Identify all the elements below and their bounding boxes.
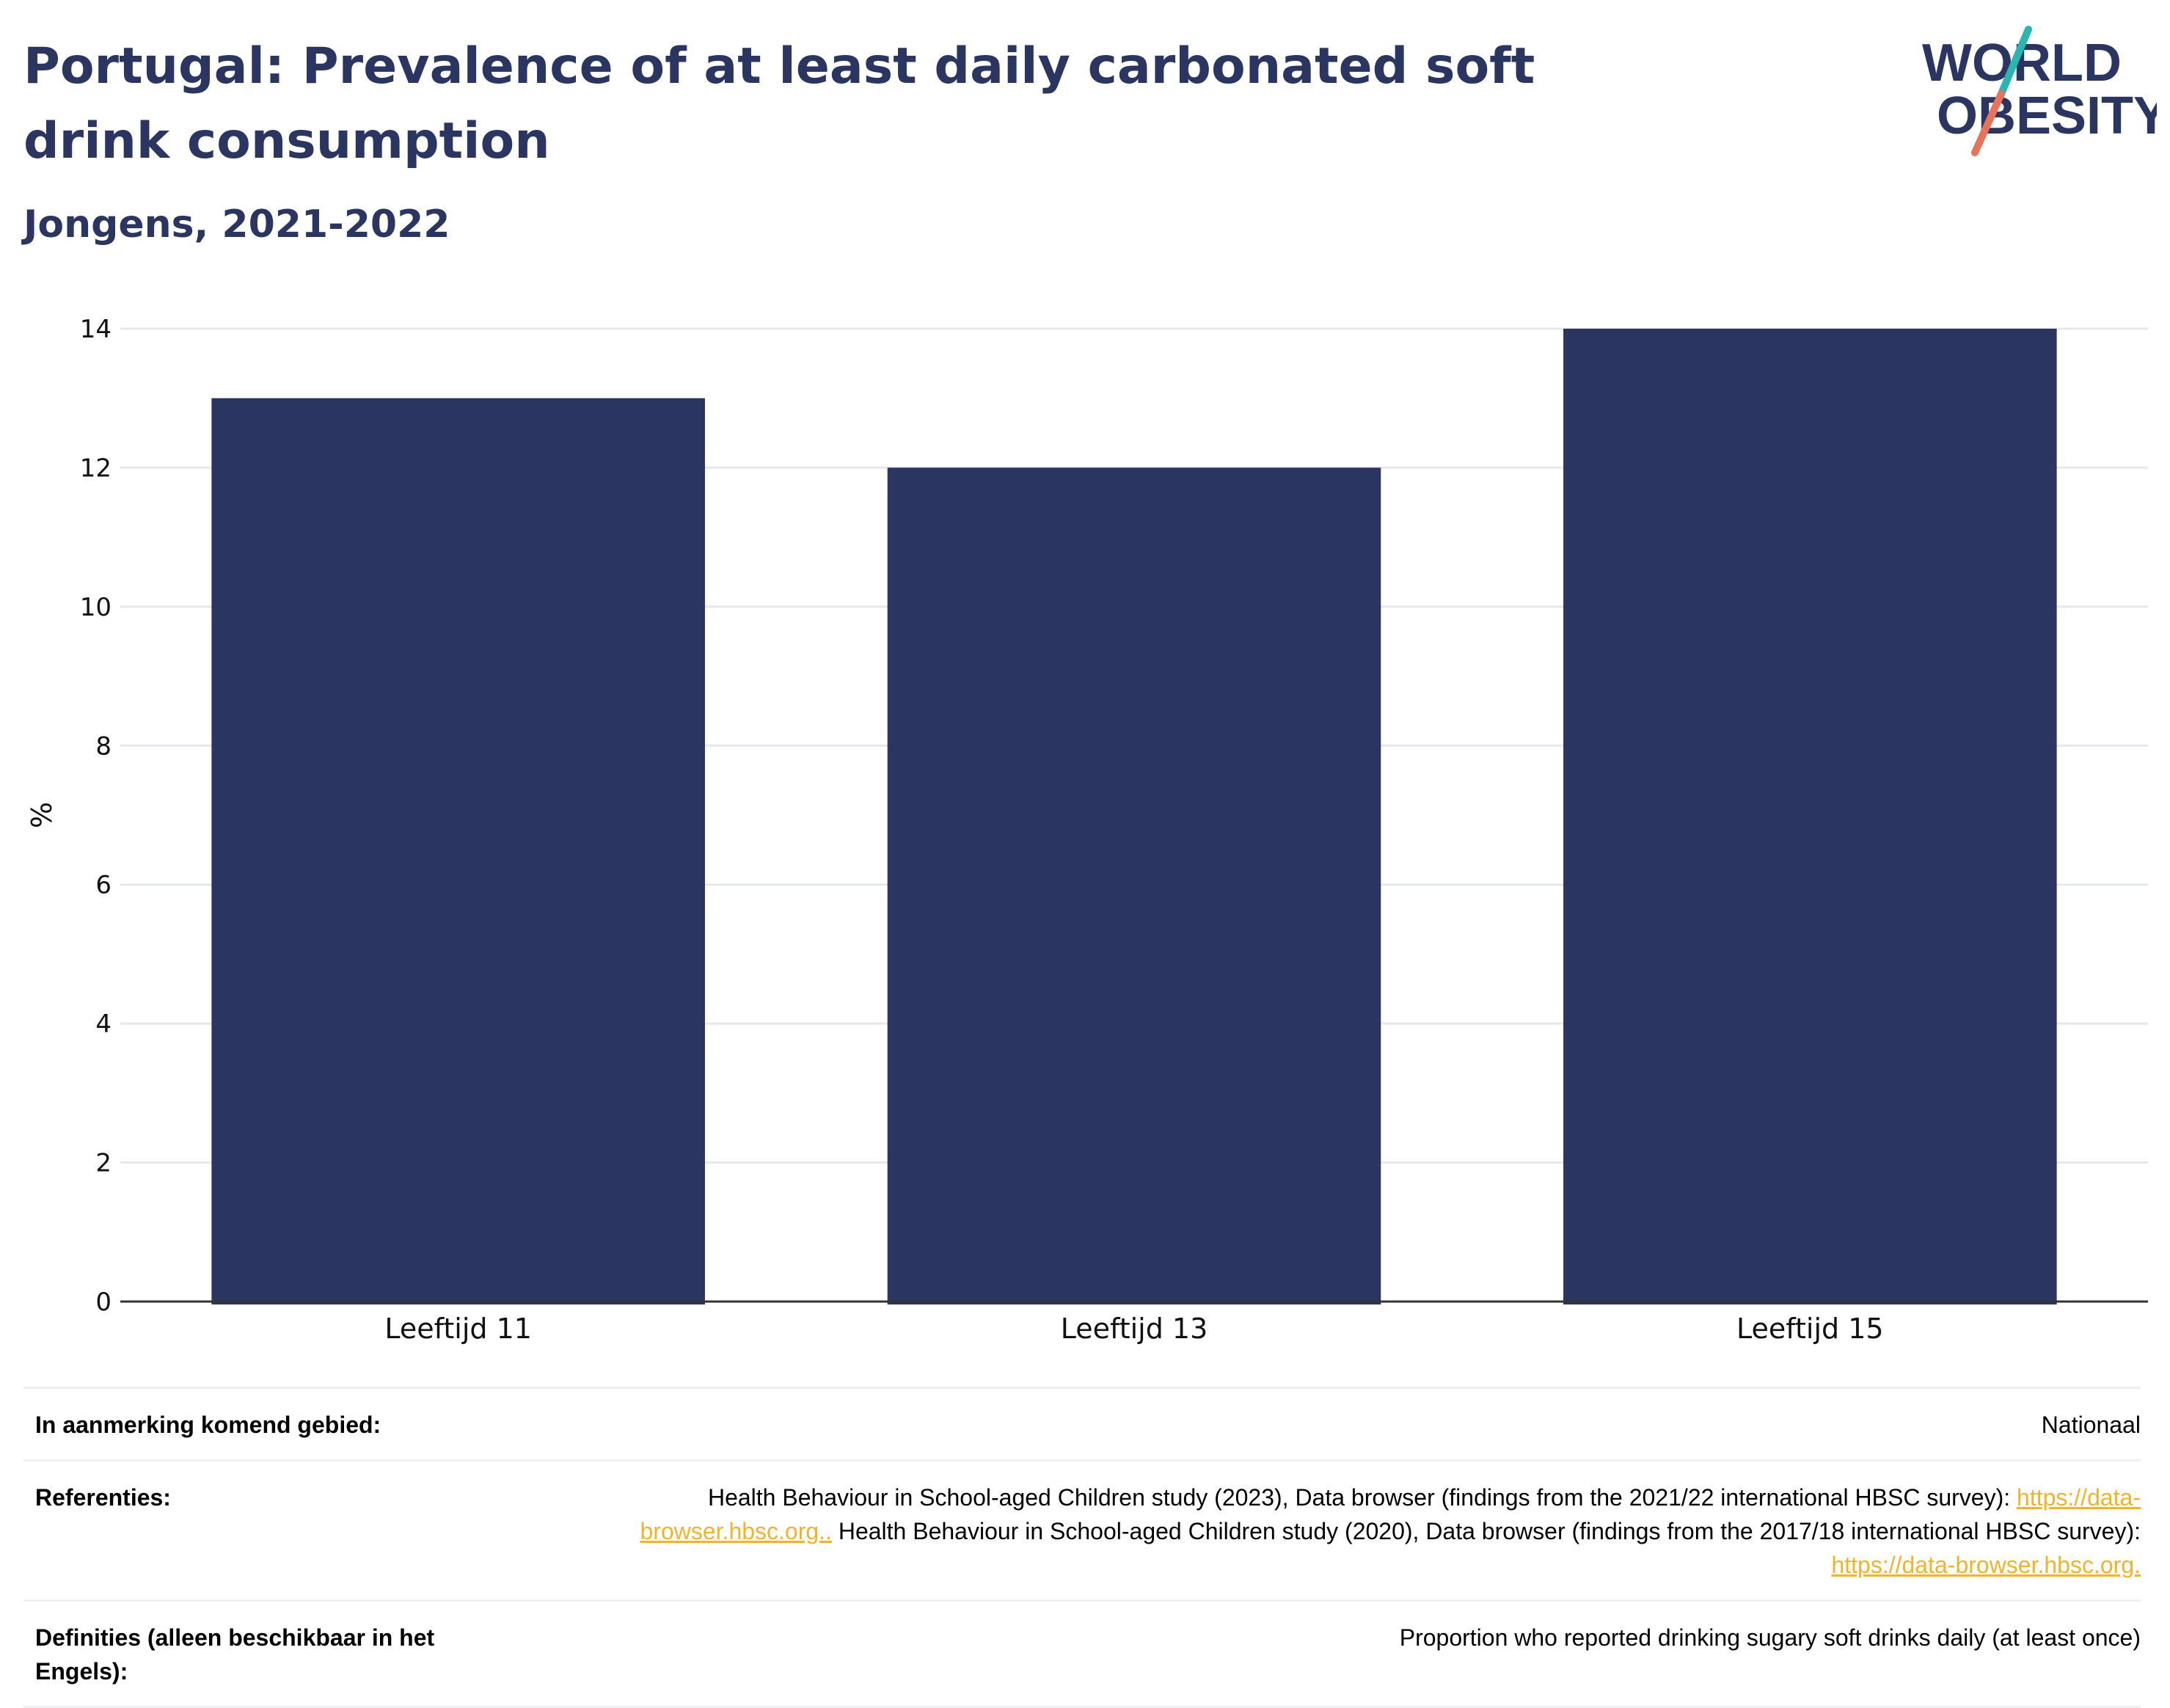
y-tick-label: 14 — [80, 315, 112, 344]
reference-link-1[interactable]: https://data-browser.hbsc.org.. — [640, 1484, 2141, 1544]
meta-value-definitions: Proportion who reported drinking sugary … — [1399, 1624, 2141, 1651]
x-tick-label: Leeftijd 11 — [384, 1313, 532, 1345]
bar — [887, 467, 1381, 1304]
chart-subtitle: Jongens, 2021-2022 — [23, 202, 450, 247]
y-axis-label: % — [26, 802, 58, 828]
world-obesity-logo: WORLD OBESITY — [1907, 22, 2169, 161]
y-tick-label: 0 — [95, 1288, 112, 1317]
y-tick-label: 2 — [95, 1149, 112, 1178]
x-tick-label: Leeftijd 13 — [1061, 1313, 1208, 1345]
meta-row-area: In aanmerking komend gebied: Nationaal — [23, 1387, 2141, 1459]
y-tick-label: 8 — [95, 731, 112, 761]
meta-label-area: In aanmerking komend gebied: — [35, 1412, 381, 1438]
reference-link-2[interactable]: https://data-browser.hbsc.org. — [1831, 1552, 2141, 1578]
bar-chart: 0 2 4 6 8 10 12 14% Leeftijd 11 Leeftijd 13 Leefti… — [26, 315, 2148, 1345]
meta-value-area: Nationaal — [2041, 1412, 2141, 1438]
meta-value-references: Health Behaviour in School-aged Children… — [600, 1481, 2141, 1582]
logo-slash-teal — [1998, 26, 2032, 98]
metadata-table: In aanmerking komend gebied: Nationaal R… — [23, 1387, 2141, 1708]
meta-row-definitions: Definities (alleen beschikbaar in het En… — [23, 1599, 2141, 1708]
bar — [211, 398, 705, 1304]
logo-slash-coral — [1971, 90, 2005, 156]
y-tick-label: 10 — [80, 593, 112, 622]
logo-word-obesity: OBESITY — [1937, 87, 2157, 145]
reference-text-2: Health Behaviour in School-aged Children… — [831, 1518, 2141, 1544]
meta-row-references: Referenties: Health Behaviour in School-… — [23, 1459, 2141, 1599]
x-tick-label: Leeftijd 15 — [1736, 1313, 1884, 1345]
y-tick-label: 6 — [95, 871, 112, 900]
y-tick-label: 12 — [80, 453, 112, 483]
bar — [1563, 329, 2057, 1304]
reference-text-1: Health Behaviour in School-aged Children… — [707, 1484, 2017, 1511]
chart-title: Portugal: Prevalence of at least daily c… — [23, 37, 1535, 170]
meta-label-references: Referenties: — [35, 1484, 171, 1511]
y-tick-label: 4 — [95, 1010, 112, 1039]
meta-label-definitions: Definities (alleen beschikbaar in het En… — [35, 1624, 435, 1685]
